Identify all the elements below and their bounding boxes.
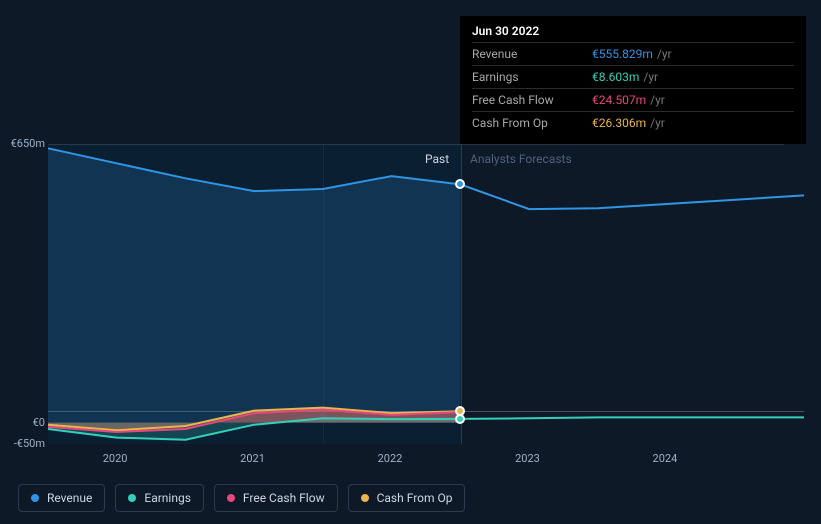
y-tick-label: €0 (33, 416, 45, 429)
legend-label: Earnings (144, 491, 191, 505)
tooltip-row-unit: /yr (657, 47, 672, 61)
x-tick-label: 2022 (378, 452, 403, 465)
tooltip-row-value: €24.507m (592, 93, 646, 107)
tooltip-row-label: Earnings (472, 70, 592, 84)
tooltip-row-unit: /yr (643, 70, 658, 84)
y-tick-label: -€50m (14, 437, 45, 450)
legend: Revenue Earnings Free Cash Flow Cash From O… (18, 484, 465, 512)
tooltip-row-label: Free Cash Flow (472, 93, 592, 107)
legend-label: Free Cash Flow (243, 491, 325, 505)
tooltip-row-value: €26.306m (592, 116, 646, 130)
x-tick-label: 2023 (515, 452, 540, 465)
tooltip-date: Jun 30 2022 (472, 24, 794, 42)
tooltip-row-label: Revenue (472, 47, 592, 61)
tooltip-row-unit: /yr (650, 116, 665, 130)
legend-dot-icon (361, 494, 369, 502)
chart-container: €650m€0-€50m Past Analysts Forecasts 202… (0, 0, 821, 524)
tooltip-row: Free Cash Flow€24.507m/yr (472, 88, 794, 111)
tooltip-row-value: €555.829m (592, 47, 653, 61)
hover-marker-earnings (455, 414, 465, 424)
x-tick-label: 2021 (240, 452, 265, 465)
legend-dot-icon (227, 494, 235, 502)
tooltip-row-label: Cash From Op (472, 116, 592, 130)
tooltip-row: Cash From Op€26.306m/yr (472, 111, 794, 134)
series-area-revenue (48, 148, 460, 422)
legend-item-free_cash_flow[interactable]: Free Cash Flow (214, 484, 338, 512)
x-tick-label: 2020 (103, 452, 128, 465)
y-tick-label: €650m (11, 137, 45, 150)
tooltip-row-unit: /yr (650, 93, 665, 107)
legend-label: Cash From Op (377, 491, 453, 505)
legend-dot-icon (128, 494, 136, 502)
tooltip-row: Earnings€8.603m/yr (472, 65, 794, 88)
legend-label: Revenue (47, 491, 92, 505)
legend-item-earnings[interactable]: Earnings (115, 484, 204, 512)
plot-svg (48, 144, 804, 444)
legend-dot-icon (31, 494, 39, 502)
tooltip-row: Revenue€555.829m/yr (472, 42, 794, 65)
hover-marker-revenue (455, 179, 465, 189)
legend-item-revenue[interactable]: Revenue (18, 484, 105, 512)
tooltip-row-value: €8.603m (592, 70, 639, 84)
x-tick-label: 2024 (653, 452, 678, 465)
hover-tooltip: Jun 30 2022 Revenue€555.829m/yrEarnings€… (460, 16, 806, 144)
legend-item-cash_from_op[interactable]: Cash From Op (348, 484, 466, 512)
